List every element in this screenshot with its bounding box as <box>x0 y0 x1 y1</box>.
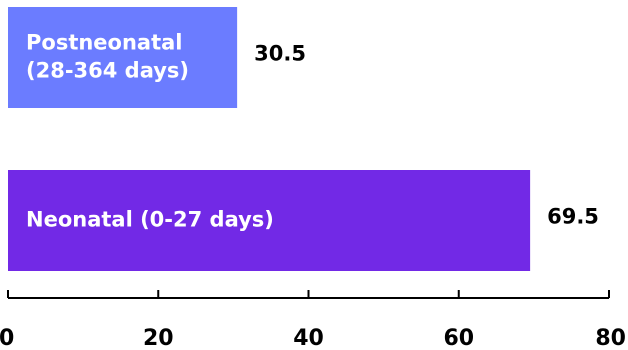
x-tick-label: 60 <box>443 326 474 350</box>
x-tick-label: 0 <box>0 326 14 350</box>
value-label-1: 69.5 <box>547 205 599 229</box>
bar-label-1: Neonatal (0-27 days) <box>26 208 274 232</box>
bar-label-line: Postneonatal <box>26 31 183 55</box>
x-tick-label: 40 <box>293 326 324 350</box>
bar-1 <box>8 170 531 271</box>
value-label-0: 30.5 <box>254 42 306 66</box>
bar-0 <box>8 7 238 108</box>
bar-label-line: Neonatal (0-27 days) <box>26 208 274 232</box>
x-tick-label: 80 <box>595 326 626 350</box>
bar-label-line: (28-364 days) <box>26 59 189 83</box>
bar-label-0: Postneonatal (28-364 days) <box>26 31 189 83</box>
x-tick-label: 20 <box>143 326 174 350</box>
